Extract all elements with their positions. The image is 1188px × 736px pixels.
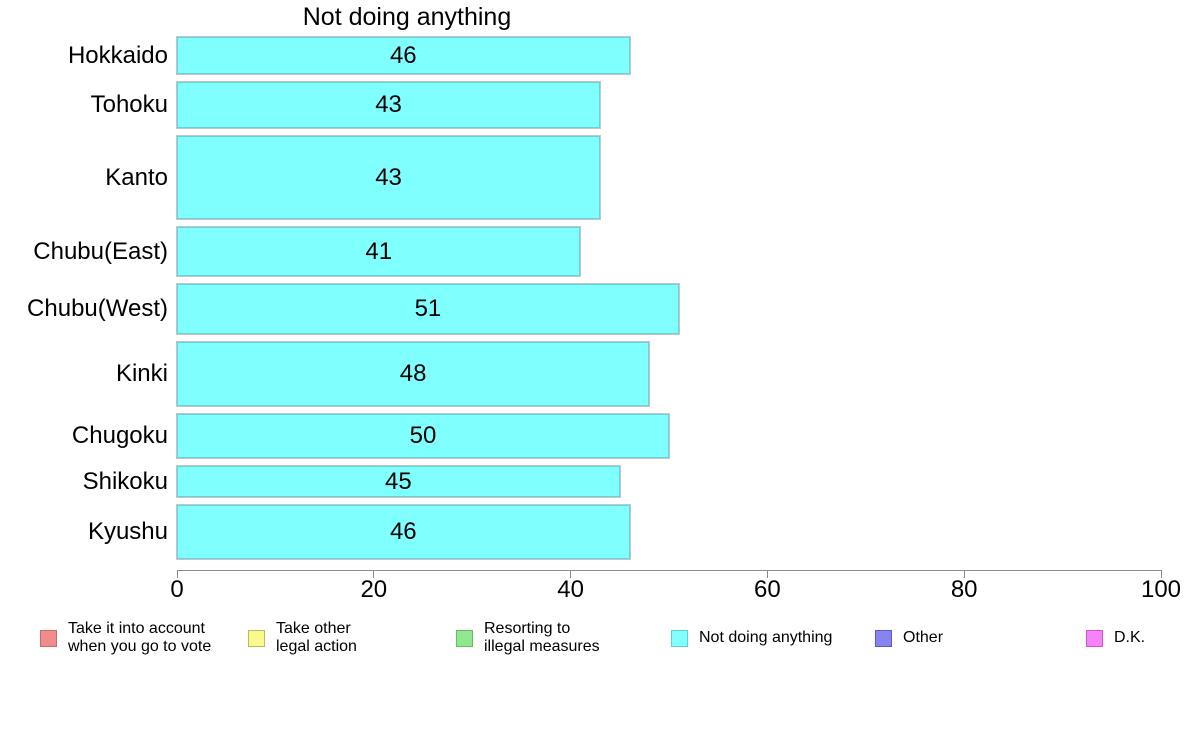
legend-swatch — [1086, 629, 1103, 647]
category-label: Kinki — [115, 360, 168, 387]
category-label: Tohoku — [90, 91, 168, 118]
legend-item: Take other legal action — [248, 614, 357, 662]
bar-value-label: 46 — [389, 518, 417, 545]
bar: 45 — [177, 466, 620, 497]
chart-title: Not doing anything — [302, 3, 512, 31]
legend-label: D.K. — [1114, 629, 1146, 646]
legend-label: Take other legal action — [276, 620, 357, 655]
bar-value-label: 43 — [375, 91, 402, 118]
bar-value-label: 45 — [385, 467, 412, 495]
bar-value-label: 43 — [375, 163, 402, 191]
x-axis-tick-label: 60 — [754, 576, 781, 603]
legend-label: Other — [903, 629, 944, 646]
x-axis-tick — [1160, 570, 1162, 578]
legend-item: D.K. — [1086, 614, 1145, 662]
category-label: Kyushu — [87, 518, 168, 545]
bar: 43 — [177, 136, 601, 219]
x-axis-tick-label: 0 — [170, 576, 184, 603]
bar: 41 — [177, 227, 581, 276]
legend-swatch — [671, 629, 688, 647]
bar: 46 — [177, 505, 630, 559]
x-axis-tick — [570, 570, 572, 578]
category-label: Shikoku — [82, 467, 168, 495]
bar: 48 — [177, 342, 650, 406]
bar-value-label: 48 — [399, 360, 427, 387]
x-axis-tick-label: 100 — [1140, 576, 1182, 603]
bar: 43 — [177, 82, 601, 128]
legend-item: Take it into account when you go to vote — [40, 614, 211, 662]
x-axis-tick-label: 80 — [950, 576, 978, 603]
legend-swatch — [40, 629, 57, 647]
bar: 50 — [177, 414, 669, 458]
category-label: Hokkaido — [67, 41, 168, 69]
x-axis-tick — [963, 570, 965, 578]
bar-value-label: 51 — [414, 295, 442, 322]
x-axis-tick — [373, 570, 375, 578]
bar-value-label: 50 — [409, 422, 437, 449]
x-axis-tick — [766, 570, 768, 578]
legend-item: Not doing anything — [671, 614, 832, 662]
bar-value-label: 41 — [365, 237, 393, 265]
bar: 51 — [177, 284, 679, 334]
legend-swatch — [456, 629, 473, 647]
legend-label: Resorting to illegal measures — [484, 620, 600, 655]
legend-label: Take it into account when you go to vote — [68, 620, 212, 655]
legend-item: Resorting to illegal measures — [456, 614, 600, 662]
legend-swatch — [248, 629, 265, 647]
x-axis-tick-label: 40 — [557, 576, 584, 603]
category-label: Chubu(East) — [33, 237, 168, 265]
legend-item: Other — [875, 614, 943, 662]
x-axis-tick — [176, 570, 178, 578]
x-axis-line — [177, 570, 1162, 571]
legend-label: Not doing anything — [699, 629, 833, 646]
x-axis-tick-label: 20 — [360, 576, 388, 603]
legend-swatch — [875, 629, 892, 647]
bar: 46 — [177, 37, 630, 74]
category-label: Chugoku — [71, 422, 168, 449]
category-label: Kanto — [105, 163, 168, 191]
bar-value-label: 46 — [389, 41, 417, 69]
category-label: Chubu(West) — [27, 295, 168, 322]
